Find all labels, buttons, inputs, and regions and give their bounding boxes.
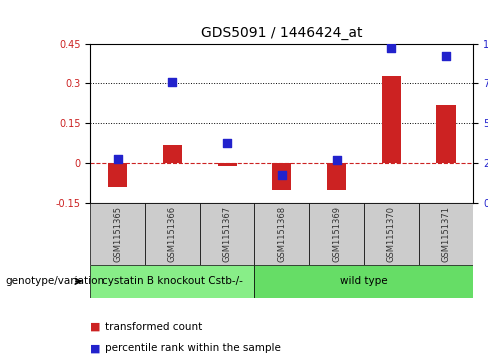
Point <box>333 157 341 163</box>
Text: GSM1151367: GSM1151367 <box>223 206 232 262</box>
Bar <box>108 163 127 187</box>
Point <box>387 45 395 51</box>
Bar <box>436 105 456 163</box>
Text: genotype/variation: genotype/variation <box>5 276 104 286</box>
Text: percentile rank within the sample: percentile rank within the sample <box>105 343 281 354</box>
Point <box>278 172 286 178</box>
Text: cystatin B knockout Cstb-/-: cystatin B knockout Cstb-/- <box>102 276 243 286</box>
Bar <box>419 203 473 265</box>
Point <box>168 79 176 85</box>
Text: GSM1151365: GSM1151365 <box>113 206 122 262</box>
Text: ■: ■ <box>90 343 101 354</box>
Bar <box>200 203 254 265</box>
Text: GSM1151368: GSM1151368 <box>277 206 286 262</box>
Bar <box>254 203 309 265</box>
Bar <box>309 203 364 265</box>
Text: GSM1151370: GSM1151370 <box>387 206 396 262</box>
Bar <box>254 265 473 298</box>
Bar <box>90 265 254 298</box>
Text: ■: ■ <box>90 322 101 332</box>
Point <box>114 156 122 162</box>
Bar <box>327 163 346 190</box>
Bar <box>364 203 419 265</box>
Title: GDS5091 / 1446424_at: GDS5091 / 1446424_at <box>201 26 363 40</box>
Bar <box>90 203 145 265</box>
Bar <box>163 145 182 163</box>
Point <box>442 53 450 59</box>
Bar <box>218 163 237 166</box>
Text: wild type: wild type <box>340 276 388 286</box>
Text: GSM1151366: GSM1151366 <box>168 206 177 262</box>
Point <box>223 140 231 146</box>
Text: transformed count: transformed count <box>105 322 202 332</box>
Bar <box>272 163 291 190</box>
Bar <box>145 203 200 265</box>
Text: GSM1151371: GSM1151371 <box>442 206 450 262</box>
Bar <box>382 76 401 163</box>
Text: GSM1151369: GSM1151369 <box>332 206 341 262</box>
